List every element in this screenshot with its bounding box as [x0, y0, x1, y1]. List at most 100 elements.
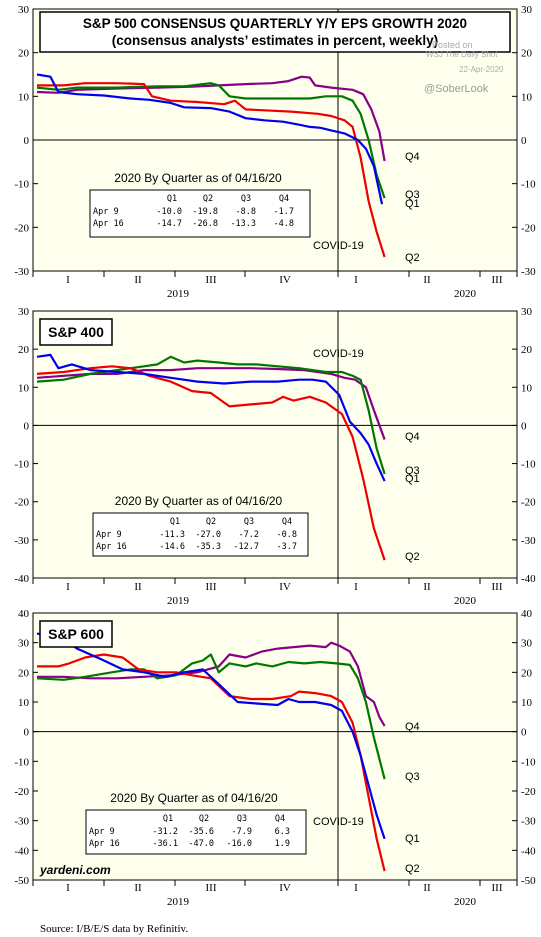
table-box [92, 512, 309, 557]
y-tick-label-right: 20 [521, 344, 533, 356]
y-tick-label-right: 10 [521, 697, 533, 709]
series-line-q2 [37, 82, 386, 258]
table-title: 2020 By Quarter as of 04/16/20 [114, 171, 282, 185]
table-cell: -3.7 [277, 542, 297, 552]
y-tick-label-right: 40 [521, 608, 533, 620]
y-tick-label-left: -10 [14, 179, 29, 191]
brand-label: yardeni.com [39, 863, 111, 877]
table-cell: -7.9 [232, 827, 252, 837]
x-quarter-label: I [354, 274, 358, 286]
y-tick-label-right: -50 [521, 875, 536, 887]
table-header-cell: Q3 [244, 517, 254, 527]
y-tick-label-right: 0 [521, 135, 527, 147]
y-tick-label-left: -10 [14, 756, 29, 768]
y-tick-label-right: -10 [521, 756, 536, 768]
chart-title: S&P 500 CONSENSUS QUARTERLY Y/Y EPS GROW… [83, 16, 467, 31]
covid-annotation: COVID-19 [313, 816, 364, 828]
table-row-date: Apr 16 [96, 542, 127, 552]
table-cell: -47.0 [188, 839, 214, 849]
table-header-cell: Q1 [170, 517, 180, 527]
table-cell: -8.8 [236, 207, 256, 217]
y-tick-label-left: 0 [24, 420, 30, 432]
series-end-label-q2: Q2 [405, 551, 420, 563]
y-tick-label-left: 20 [18, 667, 30, 679]
x-quarter-label: III [206, 274, 217, 286]
y-tick-label-left: 10 [18, 382, 30, 394]
table-cell: -31.2 [152, 827, 178, 837]
y-tick-label-right: -10 [521, 459, 536, 471]
y-tick-label-left: 10 [18, 697, 30, 709]
table-header-cell: Q1 [163, 814, 173, 824]
table-cell: -1.7 [274, 207, 294, 217]
table-cell: 1.9 [275, 839, 290, 849]
x-quarter-label: I [354, 882, 358, 894]
table-cell: -0.8 [277, 530, 297, 540]
series-end-label-q3: Q3 [405, 465, 420, 477]
table-cell: -16.0 [226, 839, 252, 849]
y-tick-label-left: -10 [14, 459, 29, 471]
series-end-label-q1: Q1 [405, 833, 420, 845]
series-line-q2 [37, 653, 386, 872]
y-tick-label-left: -30 [14, 535, 29, 547]
table-cell: -14.7 [156, 219, 182, 229]
series-line-q4 [37, 641, 386, 727]
x-quarter-label: III [492, 882, 503, 894]
covid-annotation: COVID-19 [313, 240, 364, 252]
table-row-date: Apr 9 [93, 207, 119, 217]
table-cell: -7.2 [239, 530, 259, 540]
y-tick-label-right: -30 [521, 816, 536, 828]
y-tick-label-left: 0 [24, 727, 30, 739]
x-year-label: 2020 [454, 896, 477, 908]
table-header-cell: Q3 [241, 194, 251, 204]
table-row-date: Apr 16 [93, 219, 124, 229]
table-cell: -10.0 [156, 207, 182, 217]
table-cell: -36.1 [152, 839, 178, 849]
x-quarter-label: III [492, 274, 503, 286]
y-tick-label-right: 30 [521, 638, 533, 650]
y-tick-label-left: 20 [18, 48, 30, 60]
y-tick-label-right: 30 [521, 4, 533, 16]
table-header-cell: Q2 [206, 517, 216, 527]
series-end-label-q3: Q3 [405, 771, 420, 783]
table-cell: -13.3 [230, 219, 256, 229]
source-note: Source: I/B/E/S data by Refinitiv. [40, 923, 188, 935]
series-line-q1 [36, 73, 384, 205]
y-tick-label-right: -20 [521, 786, 536, 798]
y-tick-label-right: -20 [521, 222, 536, 234]
x-quarter-label: IV [279, 581, 291, 593]
covid-annotation: COVID-19 [313, 348, 364, 360]
table-cell: -12.7 [233, 542, 259, 552]
x-year-label: 2020 [454, 288, 477, 300]
x-quarter-label: III [206, 882, 217, 894]
series-end-label-q4: Q4 [405, 431, 420, 443]
table-header-cell: Q2 [203, 194, 213, 204]
y-tick-label-left: -40 [14, 573, 29, 585]
table-header-cell: Q3 [237, 814, 247, 824]
series-line-q4 [36, 367, 386, 440]
y-tick-label-right: 0 [521, 727, 527, 739]
chart-title: S&P 600 [48, 626, 104, 642]
x-quarter-label: IV [279, 274, 291, 286]
x-year-label: 2019 [167, 595, 190, 607]
series-end-label-q2: Q2 [405, 252, 420, 264]
table-header-cell: Q1 [167, 194, 177, 204]
y-tick-label-left: 40 [18, 608, 30, 620]
x-quarter-label: III [492, 581, 503, 593]
series-end-label-q2: Q2 [405, 863, 420, 875]
y-tick-label-right: 20 [521, 667, 533, 679]
table-title: 2020 By Quarter as of 04/16/20 [110, 791, 278, 805]
table-box [85, 809, 307, 855]
x-quarter-label: I [354, 581, 358, 593]
x-quarter-label: I [66, 581, 70, 593]
y-tick-label-left: 30 [18, 4, 30, 16]
title-box [39, 318, 113, 346]
x-quarter-label: II [423, 581, 431, 593]
y-tick-label-left: -50 [14, 875, 29, 887]
watermark-site: WSJ The Daily Shot [426, 50, 498, 59]
table-title: 2020 By Quarter as of 04/16/20 [115, 494, 283, 508]
series-line-q3 [36, 82, 386, 199]
table-header-cell: Q4 [282, 517, 292, 527]
